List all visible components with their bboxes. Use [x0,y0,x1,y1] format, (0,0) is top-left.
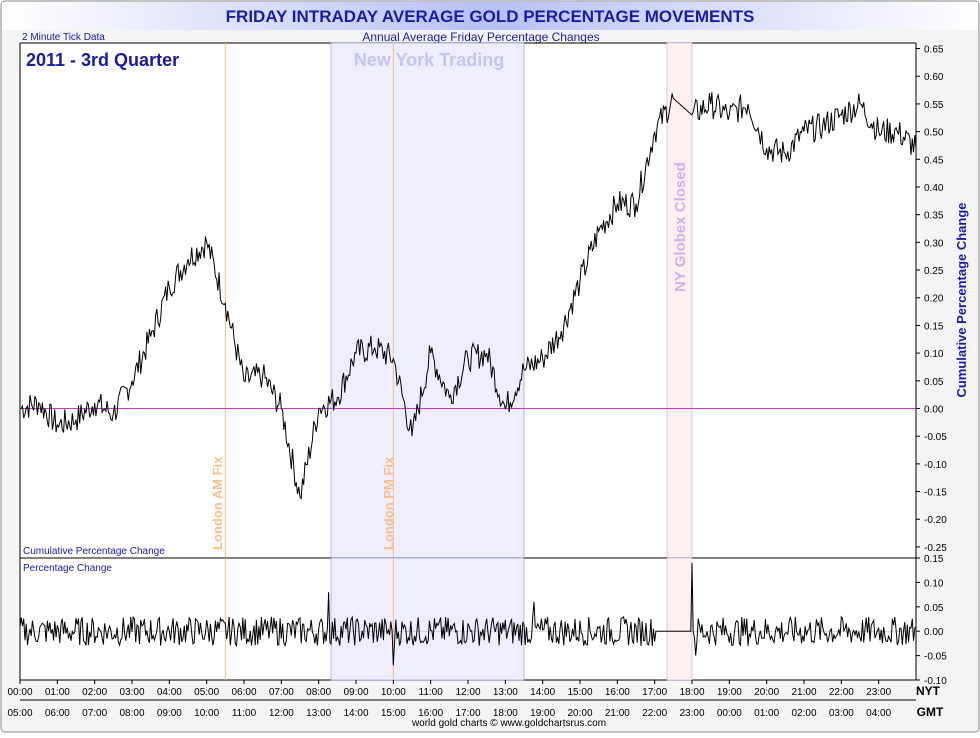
nyt-tick-label: 20:00 [754,687,779,698]
nyt-tick-label: 21:00 [791,687,816,698]
gmt-tick-label: 01:00 [754,708,779,719]
nyt-tick-label: 04:00 [157,687,182,698]
gmt-tick-label: 14:00 [343,708,368,719]
upper-y-tick-label: 0.05 [924,377,944,388]
upper-y-tick-label: 0.00 [924,404,944,415]
gmt-tick-label: 10:00 [194,708,219,719]
upper-y-tick-label: 0.15 [924,321,944,332]
nyt-tick-label: 02:00 [82,687,107,698]
period-label: 2011 - 3rd Quarter [26,50,179,70]
gmt-tick-label: 17:00 [455,708,480,719]
nyt-tick-label: 13:00 [493,687,518,698]
gmt-tick-label: 19:00 [530,708,555,719]
upper-y-tick-label: -0.05 [924,432,947,443]
percentage-change-line [19,562,917,666]
gmt-tick-label: 03:00 [829,708,854,719]
nyt-tick-label: 16:00 [605,687,630,698]
nyt-tick-label: 14:00 [530,687,555,698]
nyt-tick-label: 07:00 [269,687,294,698]
nyt-label: NYT [916,684,941,698]
upper-y-tick-label: 0.60 [924,72,944,83]
lower-y-tick-label: -0.05 [924,652,947,663]
upper-y-tick-label: 0.30 [924,238,944,249]
london-am-label: London AM Fix [210,456,225,550]
upper-panel-label: Cumulative Percentage Change [23,546,165,557]
nyt-tick-label: 00:00 [7,687,32,698]
upper-y-tick-label: 0.40 [924,183,944,194]
nyt-tick-label: 06:00 [231,687,256,698]
nyt-tick-label: 18:00 [679,687,704,698]
gmt-tick-label: 13:00 [306,708,331,719]
nyt-tick-label: 22:00 [829,687,854,698]
lower-y-tick-label: -0.10 [924,676,947,687]
gmt-tick-label: 07:00 [82,708,107,719]
upper-globex-closed-band [666,42,693,559]
upper-y-tick-label: 0.20 [924,294,944,305]
gmt-tick-label: 23:00 [679,708,704,719]
gmt-tick-label: 04:00 [866,708,891,719]
nyt-tick-label: 01:00 [45,687,70,698]
gmt-label: GMT [917,705,944,719]
gmt-tick-label: 21:00 [605,708,630,719]
chart-title: FRIDAY INTRADAY AVERAGE GOLD PERCENTAGE … [226,7,755,26]
upper-y-tick-label: 0.65 [924,45,944,56]
nyt-tick-label: 17:00 [642,687,667,698]
upper-y-tick-label: 0.55 [924,100,944,111]
gmt-tick-label: 20:00 [567,708,592,719]
cumulative-line [19,92,917,500]
upper-y-tick-label: -0.15 [924,488,947,499]
lower-globex-closed-band [666,557,693,681]
nyt-tick-label: 10:00 [381,687,406,698]
upper-y-tick-label: 0.25 [924,266,944,277]
upper-y-axis-title: Cumulative Percentage Change [954,202,969,397]
gmt-tick-label: 18:00 [493,708,518,719]
gmt-tick-label: 09:00 [157,708,182,719]
gmt-tick-label: 00:00 [717,708,742,719]
upper-y-tick-label: 0.35 [924,211,944,222]
chart-subtitle: Annual Average Friday Percentage Changes [362,30,599,44]
london-pm-label: London PM Fix [381,456,396,550]
upper-y-tick-label: -0.20 [924,515,947,526]
tick-note: 2 Minute Tick Data [22,32,105,43]
upper-y-tick-label: 0.45 [924,155,944,166]
gmt-tick-label: 02:00 [791,708,816,719]
upper-y-tick-label: -0.10 [924,460,947,471]
nyt-tick-label: 15:00 [567,687,592,698]
nyt-tick-label: 19:00 [717,687,742,698]
lower-y-tick-label: 0.15 [924,554,944,565]
gmt-tick-label: 05:00 [7,708,32,719]
nyt-tick-label: 03:00 [119,687,144,698]
upper-y-tick-label: -0.25 [924,543,947,554]
nyt-tick-label: 08:00 [306,687,331,698]
ny-trading-label: New York Trading [354,50,504,70]
nyt-tick-label: 23:00 [866,687,891,698]
lower-y-tick-label: 0.05 [924,603,944,614]
lower-y-tick-label: 0.10 [924,578,944,589]
upper-y-tick-label: 0.50 [924,128,944,139]
nyt-tick-label: 12:00 [455,687,480,698]
upper-y-tick-label: 0.10 [924,349,944,360]
gmt-tick-label: 22:00 [642,708,667,719]
footer-credit: world gold charts © www.goldchartsrus.co… [411,718,606,729]
upper-ny-trading-band [330,42,525,559]
gmt-tick-label: 06:00 [45,708,70,719]
gmt-tick-label: 16:00 [418,708,443,719]
gmt-tick-label: 11:00 [232,708,257,719]
title-bar [2,2,978,30]
nyt-tick-label: 11:00 [419,687,444,698]
gmt-tick-label: 08:00 [119,708,144,719]
nyt-tick-label: 09:00 [343,687,368,698]
lower-y-tick-label: 0.00 [924,627,944,638]
nyt-tick-label: 05:00 [194,687,219,698]
lower-ny-trading-band [330,557,525,681]
lower-panel-label: Percentage Change [23,563,112,574]
globex-closed-label: NY Globex Closed [672,162,689,292]
gmt-tick-label: 12:00 [269,708,294,719]
gmt-tick-label: 15:00 [381,708,406,719]
